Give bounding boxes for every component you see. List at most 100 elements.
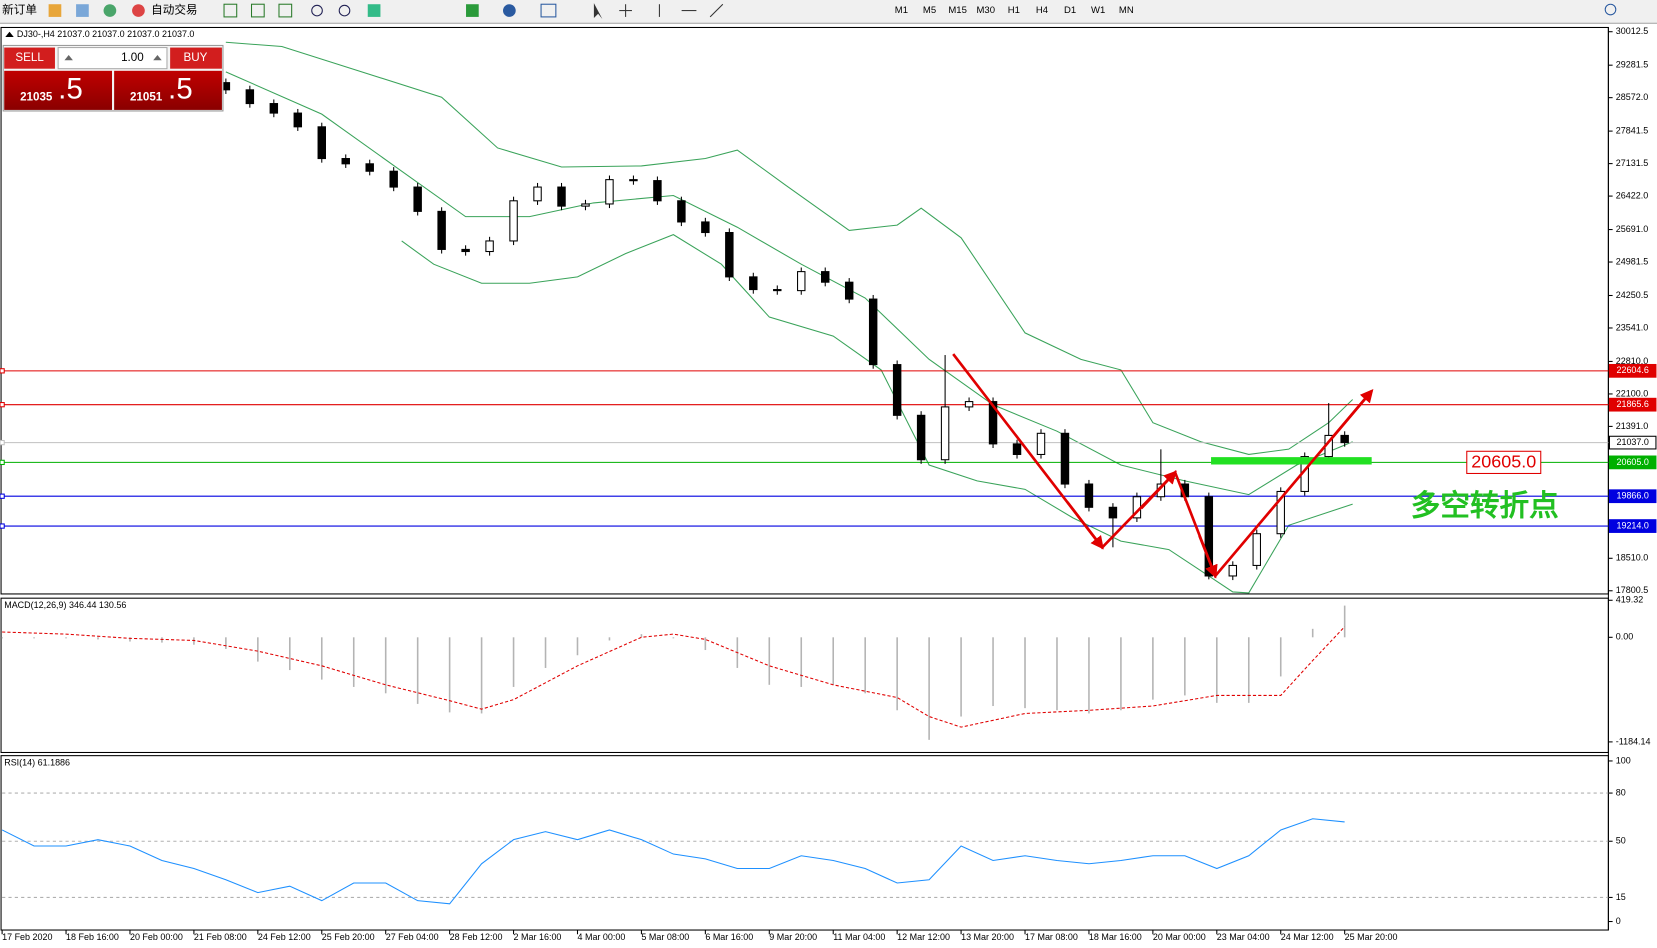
- level-box-label: 20605.0: [1471, 452, 1536, 472]
- sell-price: 21035: [20, 90, 53, 103]
- candle-body: [940, 406, 950, 461]
- arrow[interactable]: [1330, 389, 1374, 440]
- timeframe-button[interactable]: H4: [1036, 5, 1048, 16]
- x-tick-label: 24 Mar 12:00: [1281, 932, 1334, 942]
- y-tick-label: 29281.5: [1616, 60, 1648, 70]
- x-tick-label: 5 Mar 08:00: [641, 932, 689, 942]
- price-level-tag: [1608, 519, 1657, 533]
- lots-up[interactable]: [153, 54, 162, 61]
- timeframe-button[interactable]: H1: [1008, 5, 1020, 16]
- price-level-tag: [1608, 363, 1657, 378]
- y-tick-label: 0.00: [1616, 632, 1633, 642]
- lots-down[interactable]: [64, 54, 73, 61]
- timeframe-button[interactable]: W1: [1091, 5, 1105, 16]
- y-tick-label: 25691.0: [1616, 224, 1648, 234]
- y-tick-label: 24250.5: [1616, 290, 1648, 300]
- turning-point-label: 多空转折点: [1411, 487, 1559, 522]
- timeframe-button[interactable]: M30: [977, 5, 995, 16]
- lots-input[interactable]: [57, 47, 168, 70]
- icon[interactable]: [250, 3, 265, 18]
- candle-body: [749, 276, 758, 291]
- icon[interactable]: [76, 4, 89, 17]
- y-tick-label: 22100.0: [1616, 388, 1648, 398]
- candle-body: [1252, 533, 1261, 566]
- y-tick-label: 21391.0: [1616, 421, 1648, 431]
- y-tick-label: 15: [1616, 892, 1626, 902]
- timeframe-button[interactable]: D1: [1064, 5, 1076, 16]
- y-tick-label: 80: [1616, 787, 1626, 797]
- lots-value: 1.00: [121, 51, 144, 64]
- price-level-marker: [0, 368, 5, 374]
- trade-panel: SELL 1.00 BUY 21035 .5 21051 .5: [2, 44, 224, 112]
- auto-trade-icon[interactable]: [132, 4, 145, 17]
- candle-body: [293, 112, 303, 128]
- x-tick-label: 17 Feb 2020: [2, 932, 52, 942]
- candle-body: [892, 364, 902, 416]
- candle-body: [509, 200, 518, 242]
- buy-button[interactable]: [170, 47, 222, 69]
- y-tick-label: 419.32: [1616, 595, 1643, 605]
- candle-body: [317, 126, 326, 160]
- auto-trade-button[interactable]: 自动交易: [151, 3, 197, 17]
- timeframe-button[interactable]: M15: [948, 5, 966, 16]
- x-tick-label: 6 Mar 16:00: [705, 932, 753, 942]
- price-level-marker: [0, 493, 5, 499]
- new-order-button[interactable]: 新订单: [2, 3, 37, 17]
- panel-title: RSI(14) 61.1886: [4, 757, 70, 767]
- x-tick-label: 27 Feb 04:00: [386, 932, 439, 942]
- icon[interactable]: [103, 4, 117, 17]
- timeframe-button[interactable]: M1: [895, 5, 908, 16]
- sell-button[interactable]: [4, 47, 55, 69]
- icon[interactable]: [48, 4, 62, 17]
- trendline-tool[interactable]: [709, 3, 724, 18]
- x-tick-label: 9 Mar 20:00: [769, 932, 817, 942]
- x-tick-label: 2 Mar 16:00: [514, 932, 562, 942]
- sell-price-box[interactable]: [4, 70, 113, 110]
- zoom-in[interactable]: [311, 4, 323, 17]
- candle-body: [413, 186, 422, 212]
- candle-body: [797, 271, 806, 292]
- y-tick-label: 27131.5: [1616, 158, 1648, 168]
- search[interactable]: [1604, 3, 1617, 16]
- icon[interactable]: [278, 3, 293, 18]
- price-level-label: 21037.0: [1616, 437, 1648, 447]
- buy-price-box[interactable]: [114, 70, 222, 110]
- arrow[interactable]: [1066, 501, 1104, 550]
- buy-price: 21051: [130, 90, 163, 103]
- timeframe-button[interactable]: MN: [1119, 5, 1134, 16]
- icon[interactable]: [223, 3, 238, 18]
- candle-body: [581, 203, 590, 207]
- x-tick-label: 12 Mar 12:00: [897, 932, 950, 942]
- icon[interactable]: [367, 4, 381, 17]
- candle-body: [1228, 564, 1238, 577]
- icon[interactable]: [503, 4, 516, 17]
- y-tick-label: 17800.5: [1616, 585, 1648, 595]
- price-level-marker: [0, 402, 5, 408]
- x-tick-label: 25 Mar 20:00: [1345, 932, 1398, 942]
- y-tick-label: 100: [1616, 755, 1631, 765]
- arrow[interactable]: [1140, 470, 1177, 510]
- icon[interactable]: [540, 3, 557, 18]
- candle-body: [1340, 434, 1349, 444]
- y-tick-label: -1184.14: [1616, 736, 1651, 746]
- price-level-label: 22604.6: [1616, 365, 1648, 375]
- x-tick-label: 24 Feb 12:00: [258, 932, 311, 942]
- toolbar: 新订单 自动交易: [0, 0, 1657, 24]
- candle-body: [1084, 483, 1094, 508]
- level-box[interactable]: [1466, 450, 1542, 474]
- rsi-line: [1, 818, 1345, 905]
- price-level-marker: [0, 523, 5, 529]
- candle-body: [629, 179, 638, 182]
- panel-title: DJ30-,H4 21037.0 21037.0 21037.0 21037.0: [17, 29, 195, 39]
- toolbar-bg: [0, 0, 1657, 24]
- candle-body: [1108, 506, 1118, 519]
- candle-body: [461, 248, 470, 253]
- icon[interactable]: [466, 4, 479, 17]
- x-tick-label: 11 Mar 04:00: [833, 932, 885, 942]
- zoom-out[interactable]: [338, 4, 351, 17]
- arrow[interactable]: [1198, 535, 1218, 579]
- timeframe-button[interactable]: M5: [923, 5, 936, 16]
- x-tick-label: 23 Mar 04:00: [1217, 932, 1270, 942]
